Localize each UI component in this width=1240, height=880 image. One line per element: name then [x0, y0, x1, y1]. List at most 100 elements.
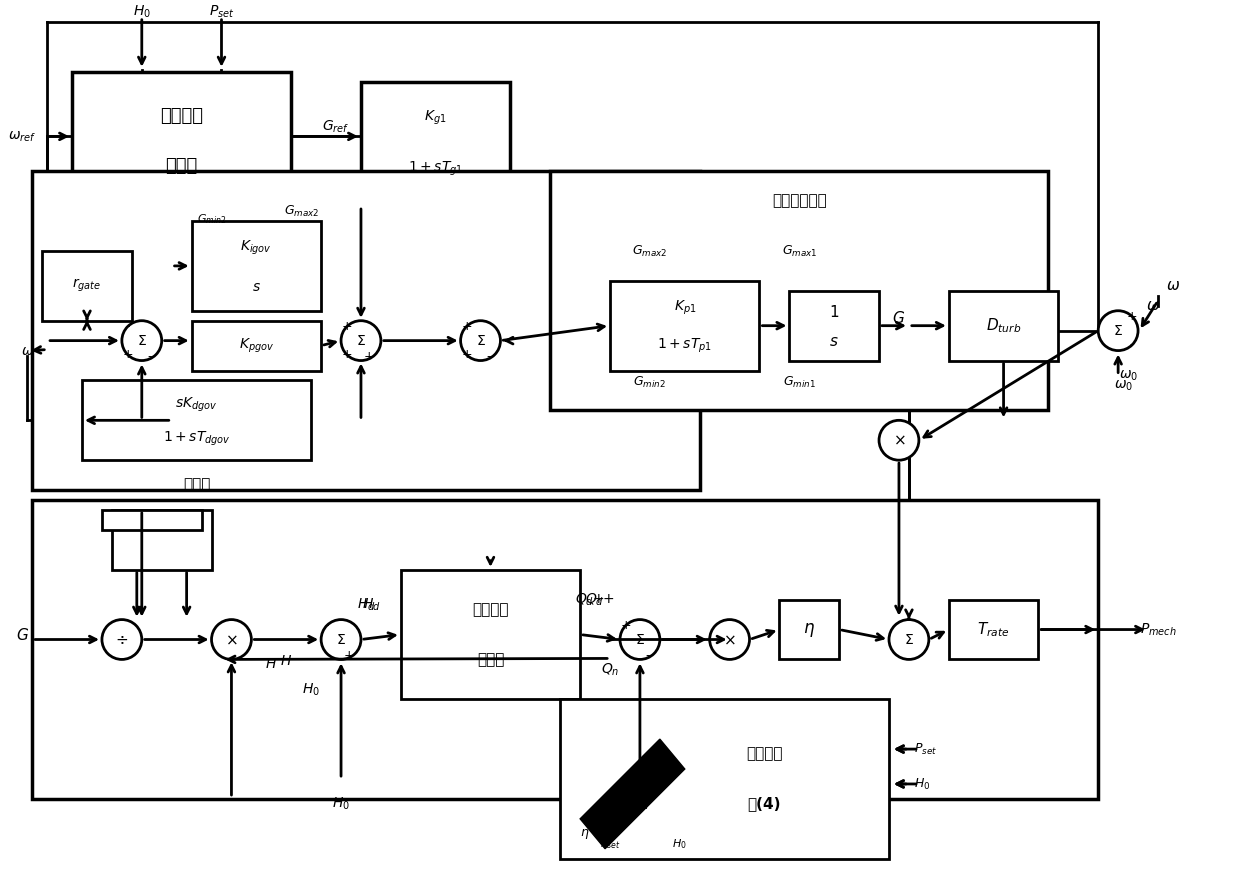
Text: $P_{set}$: $P_{set}$	[914, 742, 937, 757]
Text: $\eta$: $\eta$	[580, 827, 590, 840]
Text: $Q_n$: $Q_n$	[601, 661, 619, 678]
Text: $Q_n$: $Q_n$	[631, 796, 650, 812]
Text: +: +	[342, 320, 352, 334]
Text: +: +	[363, 350, 374, 363]
Text: $\times$: $\times$	[723, 632, 735, 647]
Bar	[42, 251, 131, 320]
Text: $G_{min2}$: $G_{min2}$	[197, 212, 226, 226]
Text: $1+sT_{p1}$: $1+sT_{p1}$	[657, 337, 712, 356]
Text: $\omega$: $\omega$	[1166, 278, 1180, 293]
Text: 水动态: 水动态	[477, 652, 505, 667]
Text: $\Sigma$: $\Sigma$	[904, 633, 914, 647]
Text: $\times$: $\times$	[226, 632, 238, 647]
Text: $G_{max1}$: $G_{max1}$	[781, 244, 817, 259]
Circle shape	[620, 620, 660, 659]
Text: 导叶和分配阀: 导叶和分配阀	[773, 194, 827, 209]
Text: $\Sigma$: $\Sigma$	[476, 334, 485, 348]
Text: $H_d$: $H_d$	[362, 597, 381, 612]
Text: $Q_d$+: $Q_d$+	[575, 591, 605, 608]
Circle shape	[889, 620, 929, 659]
Text: +: +	[123, 348, 133, 361]
Text: -: -	[486, 350, 491, 363]
Text: $P_{mech}$: $P_{mech}$	[1140, 621, 1177, 638]
Text: $r_{gate}$: $r_{gate}$	[72, 277, 102, 295]
Text: $H_d$: $H_d$	[357, 597, 376, 612]
Text: $H$: $H$	[265, 657, 278, 671]
Text: $H_0$: $H_0$	[332, 796, 350, 812]
Text: +: +	[461, 348, 472, 361]
Text: 效率优化: 效率优化	[746, 746, 782, 761]
Text: $\omega_0$: $\omega_0$	[1114, 378, 1132, 392]
Text: -: -	[125, 320, 130, 334]
Text: $\Sigma$: $\Sigma$	[336, 633, 346, 647]
Text: $1$: $1$	[830, 304, 839, 319]
Text: $P_{set}$: $P_{set}$	[600, 837, 620, 851]
Text: $G$: $G$	[893, 310, 905, 326]
Text: $G_{max2}$: $G_{max2}$	[632, 244, 667, 259]
Bar	[401, 569, 580, 700]
Circle shape	[321, 620, 361, 659]
Circle shape	[212, 620, 252, 659]
Text: -: -	[325, 619, 330, 632]
Text: $s$: $s$	[252, 280, 260, 294]
Polygon shape	[580, 739, 684, 848]
Text: $\omega$: $\omega$	[1146, 298, 1161, 313]
Bar	[790, 290, 879, 361]
Text: $H_0$: $H_0$	[133, 4, 151, 20]
Text: -: -	[148, 350, 153, 363]
Bar	[192, 320, 321, 370]
Text: $\Sigma$: $\Sigma$	[635, 633, 645, 647]
Text: $\omega_0$: $\omega_0$	[1118, 369, 1137, 383]
Text: 输水管道: 输水管道	[472, 602, 508, 617]
Text: $\Sigma$: $\Sigma$	[1114, 324, 1123, 338]
Text: $1+sT_{dgov}$: $1+sT_{dgov}$	[162, 429, 231, 448]
Bar	[551, 172, 1048, 410]
Text: $s$: $s$	[830, 334, 839, 349]
Circle shape	[460, 320, 501, 361]
Bar	[610, 281, 759, 370]
Circle shape	[341, 320, 381, 361]
Text: $G_{min2}$: $G_{min2}$	[634, 375, 666, 390]
Text: +: +	[343, 649, 355, 662]
Bar	[560, 700, 889, 859]
Text: $\omega$: $\omega$	[21, 343, 33, 357]
Text: $G_{ref}$: $G_{ref}$	[322, 118, 350, 135]
Text: +: +	[342, 348, 352, 361]
Text: 调速器: 调速器	[182, 478, 211, 493]
Text: $K_{g1}$: $K_{g1}$	[424, 108, 446, 127]
Text: -: -	[1130, 338, 1135, 351]
Text: $H_0$: $H_0$	[914, 776, 930, 791]
Text: $\Sigma$: $\Sigma$	[356, 334, 366, 348]
Text: -: -	[646, 649, 650, 662]
Bar	[192, 221, 321, 311]
Bar	[780, 599, 839, 659]
Text: $Q_d$+: $Q_d$+	[585, 591, 615, 608]
Text: $\omega_{ref}$: $\omega_{ref}$	[9, 129, 36, 143]
Bar	[82, 380, 311, 460]
Bar	[72, 71, 291, 211]
Text: $\eta$: $\eta$	[804, 620, 815, 639]
Text: $T_{rate}$: $T_{rate}$	[977, 620, 1009, 639]
Bar	[949, 290, 1059, 361]
Text: $1+sT_{g1}$: $1+sT_{g1}$	[408, 159, 464, 178]
Text: $K_{igov}$: $K_{igov}$	[241, 238, 273, 257]
Text: +: +	[621, 619, 631, 632]
Text: $\Sigma$: $\Sigma$	[136, 334, 146, 348]
Bar	[361, 82, 511, 202]
Text: $K_{pgov}$: $K_{pgov}$	[239, 336, 274, 355]
Text: $G_{max2}$: $G_{max2}$	[284, 203, 319, 218]
Circle shape	[879, 421, 919, 460]
Circle shape	[1099, 311, 1138, 350]
Text: $K_{p1}$: $K_{p1}$	[673, 298, 696, 317]
Circle shape	[102, 620, 141, 659]
Text: 速度及阀: 速度及阀	[160, 107, 203, 126]
Bar	[112, 510, 212, 569]
Text: $D_{turb}$: $D_{turb}$	[986, 316, 1022, 335]
Circle shape	[122, 320, 161, 361]
Text: 式(4): 式(4)	[748, 796, 781, 811]
Text: $G_{min1}$: $G_{min1}$	[782, 375, 816, 390]
Bar	[32, 172, 699, 490]
Bar	[32, 500, 1099, 799]
Text: 门优化: 门优化	[165, 158, 197, 175]
Text: $H_0$: $H_0$	[672, 837, 687, 851]
